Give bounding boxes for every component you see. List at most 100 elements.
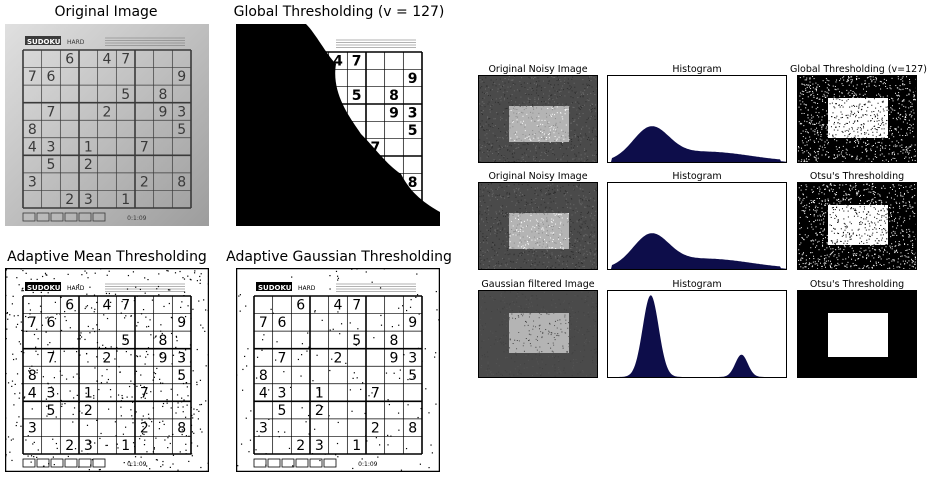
sudoku-digit: 3: [47, 139, 56, 155]
row1-noisy-title: Original Noisy Image: [488, 64, 588, 75]
sudoku-digit: 9: [408, 71, 418, 87]
sudoku-digit: 1: [352, 438, 361, 454]
row1-global-title: Global Thresholding (v=127): [790, 64, 927, 75]
sudoku-digit: 5: [177, 368, 186, 384]
sudoku-digit: 4: [333, 54, 343, 70]
sudoku-digit: 4: [259, 385, 268, 401]
sudoku-digit: 2: [84, 157, 93, 173]
sudoku-digit: 3: [28, 421, 37, 437]
sudoku-digit: 7: [370, 140, 380, 156]
sudoku-header-text: SUDOKU: [258, 284, 292, 292]
sudoku-digit: 1: [315, 385, 324, 401]
sudoku-digit: 8: [408, 175, 418, 191]
sudoku-digit: 5: [352, 88, 362, 104]
sudoku-digit: 6: [65, 298, 74, 314]
histogram-distribution: [608, 126, 786, 162]
sudoku-digit: 6: [47, 69, 56, 85]
sudoku-digit: 4: [334, 298, 343, 314]
sudoku-digit: 6: [47, 315, 56, 331]
original-image-title: Original Image: [54, 4, 158, 20]
sudoku-digit: 7: [259, 315, 268, 331]
sudoku-digit: 7: [140, 139, 149, 155]
sudoku-digit: 8: [177, 421, 186, 437]
sudoku-digit: 8: [159, 333, 168, 349]
sudoku-digit: 2: [334, 350, 343, 366]
sudoku-digit: 7: [121, 52, 130, 68]
sudoku-digit: 8: [390, 333, 399, 349]
sudoku-digit: 2: [103, 350, 112, 366]
sudoku-digit: 2: [84, 403, 93, 419]
sudoku-digit: 4: [103, 298, 112, 314]
sudoku-header-text: SUDOKU: [27, 284, 61, 292]
sudoku-digit: 1: [84, 139, 93, 155]
sudoku-digit: 9: [159, 350, 168, 366]
global-threshold-panel: SUDOKUHARD647769587293854317523282310:1:…: [236, 24, 440, 226]
sudoku-level-text: HARD: [298, 285, 316, 292]
sudoku-time-text: 0:1:09: [358, 461, 377, 468]
sudoku-digit: 8: [389, 88, 399, 104]
adaptive-gaussian-title: Adaptive Gaussian Thresholding: [226, 249, 452, 265]
sudoku-digit: 5: [121, 333, 130, 349]
sudoku-digit: 3: [47, 385, 56, 401]
sudoku-digit: 6: [65, 52, 74, 68]
sudoku-digit: 7: [140, 385, 149, 401]
sudoku-digit: 9: [177, 69, 186, 85]
histogram-distribution: [608, 233, 786, 269]
sudoku-digit: 7: [352, 54, 362, 70]
sudoku-time-text: 0:1:09: [127, 215, 146, 222]
sudoku-digit: 5: [47, 403, 56, 419]
sudoku-digit: 8: [259, 368, 268, 384]
sudoku-header-text: SUDOKU: [27, 38, 61, 46]
sudoku-digit: 5: [177, 122, 186, 138]
row1-histogram-title: Histogram: [672, 64, 722, 75]
sudoku-digit: 2: [65, 438, 74, 454]
sudoku-digit: 8: [28, 122, 37, 138]
sudoku-digit: 9: [408, 315, 417, 331]
row1-histogram: [607, 75, 787, 163]
row2-noisy-title: Original Noisy Image: [488, 171, 588, 182]
otsu-white-rectangle: [828, 313, 888, 357]
sudoku-digit: 7: [28, 69, 37, 85]
sudoku-level-text: HARD: [67, 39, 85, 46]
sudoku-digit: 2: [315, 403, 324, 419]
sudoku-digit: 1: [84, 385, 93, 401]
global-threshold-image: SUDOKUHARD647769587293854317523282310:1:…: [236, 24, 440, 226]
sudoku-digit: 3: [278, 385, 287, 401]
original-image-panel: SUDOKU HARD 6 4 7 7 6 9 5 8 7 2 9 3 8 5 4 3 1 7 5 2 3 2 8 2 3 1 0:1:…: [5, 24, 209, 226]
sudoku-digit: 2: [140, 175, 149, 191]
row3-gaussian-title: Gaussian filtered Image: [481, 279, 595, 290]
sudoku-digit: 2: [65, 192, 74, 208]
sudoku-digit: 7: [28, 315, 37, 331]
sudoku-digit: 8: [408, 421, 417, 437]
sudoku-digit: 9: [177, 315, 186, 331]
sudoku-digit: 3: [177, 104, 186, 120]
adaptive-mean-title: Adaptive Mean Thresholding: [7, 249, 207, 265]
sudoku-digit: 3: [315, 438, 324, 454]
row3-histogram-title: Histogram: [672, 279, 722, 290]
sudoku-digit: 4: [28, 385, 37, 401]
adaptive-gaussian-panel: SUDOKU HARD 6 4 7 7 6 9 5 8 7 2 9 3 8 5 4 3 1 7 5 2 3 2 8 2 3 1 0:1:…: [236, 268, 440, 472]
sudoku-digit: 2: [296, 438, 305, 454]
row3-gaussian-image: [478, 290, 598, 378]
sudoku-digit: 4: [28, 139, 37, 155]
sudoku-digit: 4: [103, 52, 112, 68]
row3-otsu-image: [797, 290, 917, 378]
sudoku-time-text: 0:1:09: [127, 461, 146, 468]
sudoku-digit: 6: [296, 298, 305, 314]
sudoku-digit: 2: [140, 421, 149, 437]
sudoku-digit: 8: [28, 368, 37, 384]
sudoku-digit: 3: [84, 192, 93, 208]
row1-global-image: [797, 75, 917, 163]
sudoku-digit: 5: [408, 368, 417, 384]
sudoku-digit: 7: [278, 350, 287, 366]
sudoku-digit: 1: [121, 192, 130, 208]
sudoku-digit: 7: [371, 385, 380, 401]
sudoku-digit: 7: [47, 350, 56, 366]
sudoku-level-text: HARD: [67, 285, 85, 292]
sudoku-digit: 7: [352, 298, 361, 314]
row2-histogram: [607, 182, 787, 270]
row2-otsu-title: Otsu's Thresholding: [809, 171, 905, 182]
